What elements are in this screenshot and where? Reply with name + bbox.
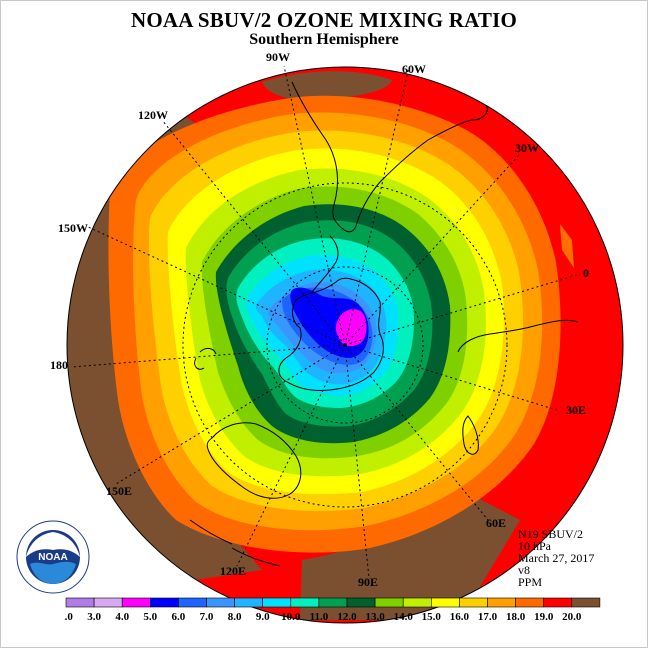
lon-label-60w: 60W	[402, 62, 426, 76]
colorbar-swatch	[543, 597, 573, 608]
colorbar: 2.0 3.0 4.0 5.0 6.0 7.0 8.0 9.0 10.0 11.0 12.0 13.0…	[64, 597, 601, 623]
colorbar-swatch	[571, 597, 601, 608]
colorbar-swatch	[65, 597, 95, 608]
band-19-20-south	[300, 494, 520, 620]
colorbar-tick-label: 5.0	[143, 611, 157, 623]
lon-label-90w: 90W	[266, 50, 290, 64]
lon-label-30e: 30E	[566, 403, 586, 417]
colorbar-swatch	[206, 597, 235, 608]
colorbar-tick-label: 12.0	[337, 611, 357, 623]
africa-coast	[457, 319, 579, 353]
colorbar-tick-label: 20.0	[562, 611, 582, 623]
lon-label-30w: 30W	[515, 141, 539, 155]
colorbar-tick-label: 11.0	[310, 611, 329, 623]
colorbar-tick-label: 19.0	[534, 611, 554, 623]
noaa-logo: NOAA	[16, 520, 90, 594]
colorbar-tick-label: 7.0	[200, 611, 214, 623]
colorbar-tick-label: 3.0	[87, 611, 101, 623]
band-19-20-north	[262, 71, 392, 100]
lon-label-120w: 120W	[138, 108, 168, 122]
colorbar-swatch	[262, 597, 292, 608]
map-border	[66, 66, 624, 624]
lon-label-60e: 60E	[486, 516, 506, 530]
colorbar-tick-label: 9.0	[256, 611, 270, 623]
australia-coast	[206, 422, 302, 499]
antarctica-coast	[278, 277, 384, 391]
colorbar-tick-label: 16.0	[450, 611, 470, 623]
colorbar-tick-label: 17.0	[478, 611, 498, 623]
lon-label-150e: 150E	[106, 484, 132, 498]
lon-label-180: 180	[50, 358, 68, 372]
colorbar-tick-label: 13.0	[365, 611, 385, 623]
graticule	[71, 65, 581, 579]
map-subtitle: Southern Hemisphere	[249, 31, 399, 48]
info-level: 10 hPa	[518, 539, 551, 553]
colorbar-swatch	[515, 597, 545, 608]
new-zealand-coast	[194, 347, 217, 370]
colorbar-swatch	[346, 597, 376, 608]
lon-label-150w: 150W	[58, 221, 88, 235]
colorbar-tick-label: 4.0	[115, 611, 129, 623]
band-below-4	[335, 309, 367, 347]
map-title: NOAA SBUV/2 OZONE MIXING RATIO	[131, 8, 517, 32]
colorbar-swatch	[318, 597, 348, 608]
colorbar-tick-label: 2.0	[64, 611, 73, 623]
colorbar-swatch	[430, 597, 460, 608]
colorbar-swatch	[290, 597, 320, 608]
colorbar-swatch	[178, 597, 207, 608]
colorbar-tick-label: 18.0	[506, 611, 526, 623]
coastlines	[189, 81, 579, 567]
colorbar-ticks: 2.0 3.0 4.0 5.0 6.0 7.0 8.0 9.0 10.0 11.0 12.0 13.0…	[64, 611, 582, 623]
info-date: March 27, 2017	[518, 551, 595, 565]
colorbar-swatch	[150, 597, 179, 608]
lon-label-90e: 90E	[358, 575, 378, 589]
colorbar-swatch	[459, 597, 488, 608]
colorbar-tick-label: 10.0	[281, 611, 301, 623]
antarctic-peninsula-coast	[311, 235, 339, 293]
colorbar-swatch	[374, 597, 404, 608]
colorbar-tick-label: 14.0	[394, 611, 414, 623]
colorbar-swatch	[93, 597, 123, 608]
colorbar-tick-label: 8.0	[228, 611, 242, 623]
colorbar-swatch	[487, 597, 516, 608]
dataset-info: N19 SBUV/2 10 hPa March 27, 2017 v8 PPM	[518, 528, 594, 588]
colorbar-swatch	[234, 597, 264, 608]
longitude-labels: 90W 60W 30W 0 30E 60E 90E 120E 150E 180 …	[50, 50, 589, 589]
colorbar-swatch	[402, 597, 432, 608]
band-19-20-east	[560, 224, 574, 268]
noaa-logo-text: NOAA	[38, 552, 67, 563]
info-units: PPM	[518, 575, 543, 589]
info-version: v8	[518, 563, 530, 577]
colorbar-tick-label: 6.0	[172, 611, 186, 623]
colorbar-swatch	[121, 597, 151, 608]
south-america-coast	[291, 81, 488, 233]
lon-label-0: 0	[583, 266, 589, 280]
madagascar-coast	[462, 415, 479, 455]
indonesia-coast	[189, 519, 281, 567]
colorbar-swatches	[65, 597, 601, 608]
info-instrument: N19 SBUV/2	[518, 527, 584, 541]
lon-label-120e: 120E	[220, 564, 246, 578]
colorbar-tick-label: 15.0	[422, 611, 442, 623]
